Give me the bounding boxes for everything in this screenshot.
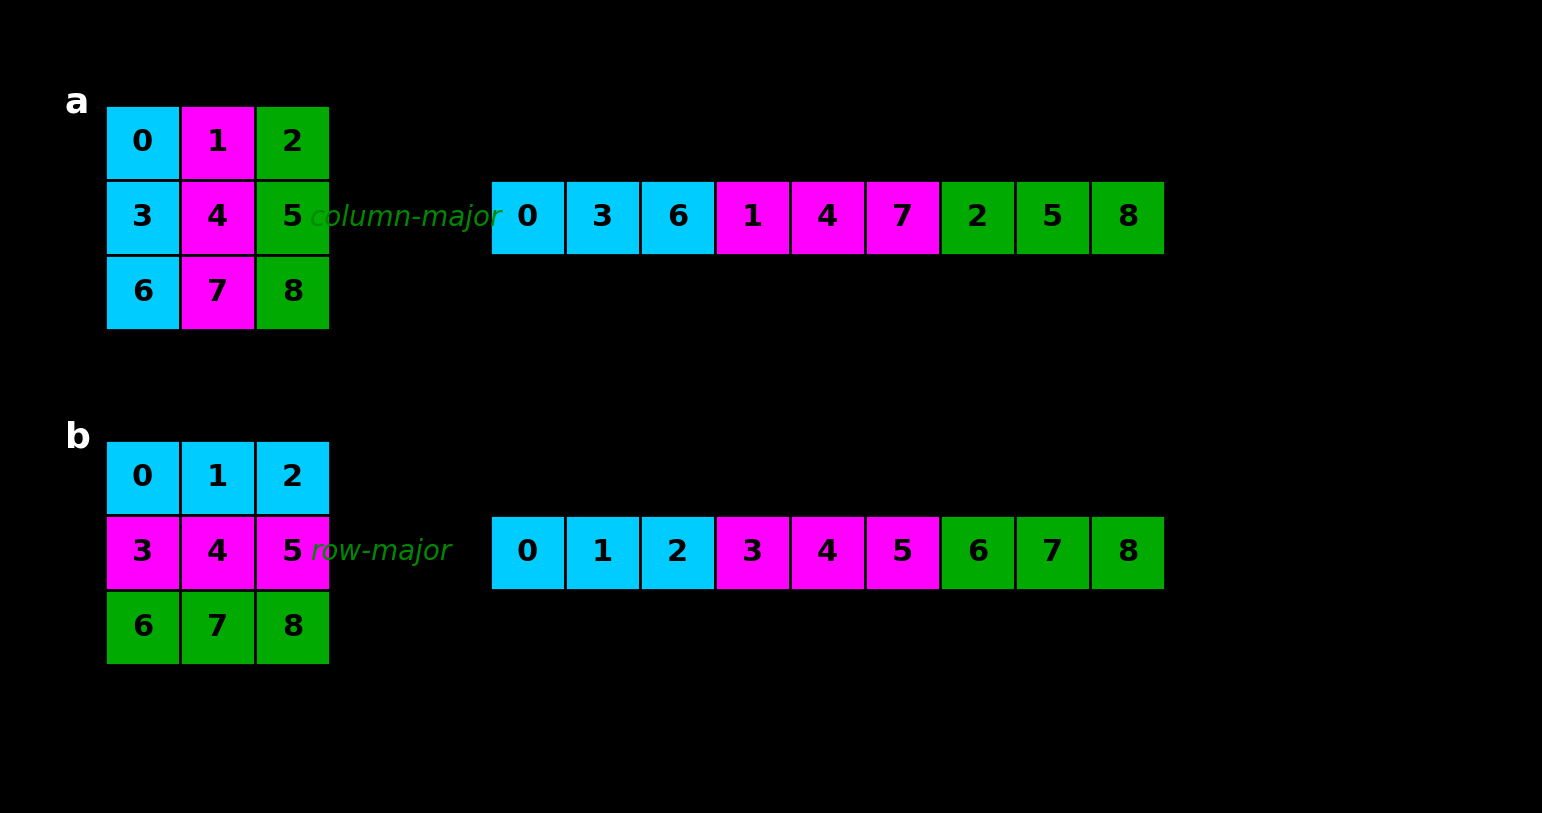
- Text: 6: 6: [666, 203, 688, 232]
- Bar: [254, 255, 330, 330]
- Bar: [180, 515, 254, 590]
- Bar: [254, 440, 330, 515]
- Text: 7: 7: [207, 278, 228, 307]
- Text: 8: 8: [282, 278, 304, 307]
- Text: 1: 1: [207, 463, 228, 492]
- Text: 0: 0: [517, 203, 538, 232]
- Text: 7: 7: [207, 613, 228, 642]
- Bar: [564, 180, 640, 255]
- Text: 4: 4: [207, 538, 228, 567]
- Bar: [105, 105, 180, 180]
- Text: 5: 5: [282, 538, 304, 567]
- Bar: [254, 590, 330, 665]
- Text: column-major: column-major: [310, 203, 503, 232]
- Text: 8: 8: [282, 613, 304, 642]
- Text: 5: 5: [282, 203, 304, 232]
- Text: 6: 6: [967, 538, 988, 567]
- Bar: [790, 180, 865, 255]
- Bar: [640, 180, 715, 255]
- Bar: [640, 515, 715, 590]
- Text: 2: 2: [967, 203, 988, 232]
- Text: 0: 0: [133, 128, 153, 157]
- Bar: [105, 515, 180, 590]
- Text: 6: 6: [133, 278, 153, 307]
- Text: row-major: row-major: [310, 538, 452, 567]
- Text: 8: 8: [1116, 203, 1138, 232]
- Bar: [1015, 515, 1090, 590]
- Text: 3: 3: [133, 538, 153, 567]
- Bar: [490, 515, 564, 590]
- Text: 5: 5: [891, 538, 913, 567]
- Text: 2: 2: [668, 538, 688, 567]
- Bar: [180, 180, 254, 255]
- Text: 5: 5: [1042, 203, 1062, 232]
- Text: b: b: [65, 420, 91, 454]
- Bar: [180, 255, 254, 330]
- Bar: [941, 180, 1015, 255]
- Bar: [1090, 180, 1166, 255]
- Bar: [564, 515, 640, 590]
- Text: 3: 3: [742, 538, 763, 567]
- Bar: [254, 515, 330, 590]
- Text: 0: 0: [517, 538, 538, 567]
- Text: 7: 7: [891, 203, 913, 232]
- Text: 0: 0: [133, 463, 153, 492]
- Bar: [180, 105, 254, 180]
- Text: 6: 6: [133, 613, 153, 642]
- Bar: [490, 180, 564, 255]
- Text: 1: 1: [742, 203, 763, 232]
- Text: 4: 4: [207, 203, 228, 232]
- Bar: [715, 180, 790, 255]
- Text: 4: 4: [817, 203, 839, 232]
- Bar: [105, 255, 180, 330]
- Text: 1: 1: [592, 538, 614, 567]
- Text: 1: 1: [207, 128, 228, 157]
- Bar: [1015, 180, 1090, 255]
- Bar: [254, 180, 330, 255]
- Bar: [105, 440, 180, 515]
- Text: 8: 8: [1116, 538, 1138, 567]
- Bar: [180, 440, 254, 515]
- Bar: [254, 105, 330, 180]
- Bar: [865, 180, 941, 255]
- Text: 2: 2: [282, 463, 304, 492]
- Bar: [865, 515, 941, 590]
- Text: 2: 2: [282, 128, 304, 157]
- Bar: [941, 515, 1015, 590]
- Bar: [790, 515, 865, 590]
- Text: 3: 3: [592, 203, 614, 232]
- Bar: [715, 515, 790, 590]
- Text: 3: 3: [133, 203, 153, 232]
- Text: 7: 7: [1042, 538, 1062, 567]
- Bar: [105, 180, 180, 255]
- Bar: [105, 590, 180, 665]
- Bar: [1090, 515, 1166, 590]
- Bar: [180, 590, 254, 665]
- Text: 4: 4: [817, 538, 839, 567]
- Text: a: a: [65, 85, 89, 119]
